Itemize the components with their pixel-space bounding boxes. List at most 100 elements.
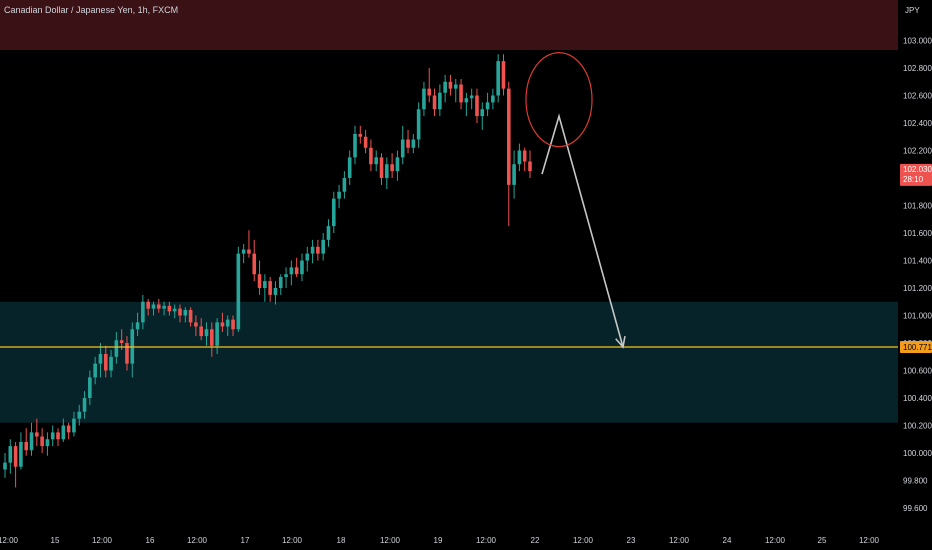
last-price-label: 102.030 (903, 165, 932, 174)
candle-body (257, 274, 262, 288)
time-tick-label: 12:00 (0, 536, 19, 545)
candle-body (61, 425, 66, 440)
candle-body (109, 356, 113, 371)
time-tick-label: 17 (241, 536, 250, 545)
price-tick-label: 101.400 (903, 257, 932, 266)
support-zone[interactable] (0, 301, 898, 423)
candle-body (369, 147, 373, 165)
candle-body (93, 363, 97, 378)
last-price-badge (900, 163, 932, 186)
candle-body (162, 305, 166, 309)
price-tick-label: 100.400 (903, 394, 932, 403)
countdown-label: 28:10 (903, 175, 924, 184)
candle-body (29, 432, 34, 451)
time-axis[interactable]: 12:00 15 12:00 16 12:00 17 12:00 18 12:00 19 12:00… (0, 536, 880, 545)
candle-body (501, 61, 506, 89)
candle-body (331, 198, 336, 227)
candle-body (480, 109, 485, 117)
candle-body (416, 109, 421, 140)
price-tick-label: 99.800 (903, 477, 928, 486)
candle-body (278, 277, 283, 288)
time-tick-label: 24 (723, 536, 732, 545)
resistance-zone[interactable] (0, 0, 898, 51)
candle-body (194, 322, 198, 327)
candle-body (263, 281, 267, 288)
candle-body (167, 305, 172, 312)
candle-body (247, 249, 251, 254)
candle-body (146, 301, 150, 309)
candle-body (379, 157, 384, 178)
candle-body (496, 61, 500, 96)
candle-body (204, 329, 209, 337)
candle-body (517, 150, 522, 165)
candle-body (432, 95, 437, 110)
projection-arrowhead (615, 336, 626, 349)
candle-body (374, 157, 379, 165)
price-tick-label: 102.200 (903, 147, 932, 156)
candle-body (284, 274, 288, 277)
candle-body (448, 81, 453, 89)
candle-body (326, 226, 331, 240)
time-tick-label: 12:00 (573, 536, 594, 545)
currency-label: JPY (905, 6, 920, 15)
zones-layer (0, 0, 898, 423)
candle-body (35, 432, 39, 437)
price-tick-label: 102.800 (903, 64, 932, 73)
time-tick-label: 12:00 (187, 536, 208, 545)
time-tick-label: 15 (51, 536, 60, 545)
candle-body (188, 310, 193, 323)
time-tick-label: 12:00 (380, 536, 401, 545)
candle-body (215, 322, 219, 346)
candle-body (310, 246, 315, 254)
time-tick-label: 22 (531, 536, 540, 545)
time-tick-label: 18 (337, 536, 346, 545)
candle-body (491, 95, 495, 103)
candle-body (241, 249, 246, 254)
time-tick-label: 12:00 (765, 536, 786, 545)
price-tick-label: 99.600 (903, 504, 928, 513)
price-tick-label: 102.400 (903, 119, 932, 128)
candle-body (252, 253, 257, 275)
candle-body (199, 326, 204, 337)
candle-body (220, 322, 225, 327)
annotation-circle[interactable] (525, 52, 593, 148)
candle-body (24, 442, 29, 451)
candle-body (88, 377, 92, 398)
candle-body (506, 88, 511, 185)
price-tick-label: 101.600 (903, 229, 932, 238)
candle-body (114, 340, 119, 357)
candle-body (305, 253, 310, 261)
candle-body (66, 425, 71, 433)
candle-body (385, 164, 389, 178)
projection-path[interactable] (541, 113, 624, 348)
candle-body (321, 239, 325, 254)
candle-body (225, 319, 230, 327)
candle-body (40, 436, 44, 447)
candle-body (411, 139, 416, 148)
candle-body (485, 102, 490, 110)
candle-body (316, 246, 320, 254)
candles-layer (3, 54, 532, 488)
candle-body (45, 439, 50, 447)
candle-body (231, 319, 235, 330)
price-tick-label: 101.000 (903, 312, 932, 321)
candle-body (3, 462, 7, 470)
candle-body (438, 92, 442, 110)
candle-body (443, 81, 447, 93)
chart-title: Canadian Dollar / Japanese Yen, 1h, FXCM (4, 5, 178, 15)
candle-body (178, 308, 182, 316)
candle-body (464, 98, 469, 103)
candle-body (56, 432, 60, 440)
time-tick-label: 12:00 (669, 536, 690, 545)
candle-body (135, 322, 140, 330)
candle-body (422, 88, 426, 110)
time-tick-label: 12:00 (282, 536, 303, 545)
candle-body (400, 139, 405, 158)
candle-body (236, 253, 241, 330)
candle-body (156, 304, 161, 309)
time-tick-label: 19 (434, 536, 443, 545)
price-tick-label: 102.600 (903, 92, 932, 101)
